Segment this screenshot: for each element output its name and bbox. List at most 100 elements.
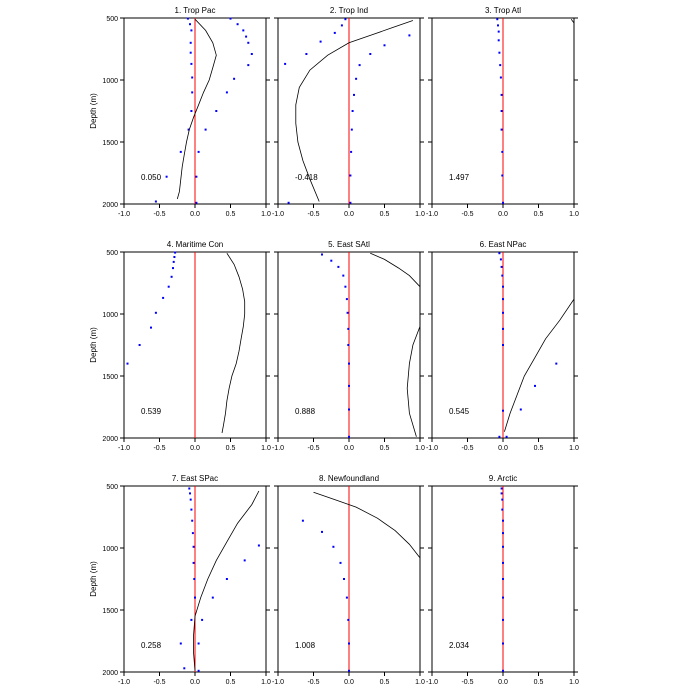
- y-tick-label: 1000: [102, 78, 118, 85]
- correlation-value: 1.008: [295, 641, 316, 650]
- x-tick-label: 0.5: [226, 211, 236, 218]
- correlation-value: 0.888: [295, 407, 316, 416]
- profile-line: [504, 298, 575, 432]
- data-point: [190, 618, 193, 621]
- data-point: [344, 285, 347, 288]
- x-tick-label: 0.0: [190, 211, 200, 218]
- data-point: [138, 344, 141, 346]
- correlation-value: 2.034: [449, 641, 470, 650]
- data-point: [189, 498, 192, 501]
- y-tick-label: 2000: [102, 436, 118, 443]
- panel-1: 1. Trop Pac -1.0 -0.5 0.0 0.5 1.0 500 1000 1500 2…: [89, 6, 271, 218]
- y-axis-label: Depth (m): [89, 93, 98, 129]
- data-point: [321, 253, 323, 256]
- data-point: [170, 275, 173, 278]
- data-point: [197, 669, 200, 672]
- data-point: [502, 344, 504, 346]
- x-tick-label: -1.0: [118, 211, 130, 218]
- y-tick-label: 1500: [102, 140, 118, 147]
- data-point: [201, 618, 204, 621]
- y-tick-label: 1500: [102, 374, 118, 381]
- x-tick-label: 1.0: [415, 211, 425, 218]
- panel-title: 1. Trop Pac: [175, 6, 216, 15]
- data-point: [502, 596, 504, 599]
- data-point: [189, 23, 191, 26]
- correlation-value: 0.050: [141, 173, 162, 182]
- x-tick-label: 1.0: [261, 445, 271, 452]
- data-point: [250, 53, 253, 55]
- y-axis-label: Depth (m): [89, 327, 98, 363]
- x-tick-label: 0.0: [344, 679, 354, 686]
- profile-line: [193, 490, 260, 671]
- data-point: [497, 39, 500, 42]
- data-point: [369, 53, 372, 55]
- profile-line: [176, 18, 217, 200]
- data-point: [347, 618, 350, 621]
- x-tick-label: 1.0: [569, 211, 579, 218]
- panel-title: 8. Newfoundland: [319, 474, 379, 483]
- data-point: [343, 578, 345, 580]
- data-point: [345, 596, 348, 599]
- data-point: [500, 265, 503, 268]
- data-point: [337, 265, 340, 268]
- y-tick-label: 2000: [102, 670, 118, 677]
- data-point: [211, 596, 214, 599]
- data-point: [349, 174, 352, 177]
- data-point: [500, 93, 503, 96]
- x-tick-label: 0.0: [498, 211, 508, 218]
- data-point: [187, 128, 190, 131]
- data-point: [225, 578, 228, 580]
- data-point: [197, 150, 200, 153]
- data-point: [150, 326, 152, 329]
- data-point: [499, 258, 502, 261]
- data-point: [195, 201, 198, 204]
- x-tick-label: 1.0: [415, 679, 425, 686]
- x-tick-label: -0.5: [461, 445, 473, 452]
- data-point: [174, 251, 177, 254]
- data-point: [233, 77, 236, 80]
- data-point: [500, 128, 503, 131]
- data-point: [348, 435, 350, 438]
- data-point: [346, 311, 349, 314]
- data-point: [501, 508, 504, 511]
- y-tick-label: 1500: [102, 608, 118, 615]
- data-point: [194, 596, 196, 599]
- data-point: [183, 667, 186, 670]
- data-point: [353, 93, 355, 96]
- x-tick-label: 0.0: [190, 445, 200, 452]
- x-tick-label: 0.0: [344, 211, 354, 218]
- data-point: [165, 175, 168, 178]
- data-point: [162, 296, 165, 299]
- panel-3: 3. Trop Atl -1.0 -0.5 0.0 0.5 1.0 1.497: [426, 6, 579, 218]
- x-tick-label: 0.5: [226, 445, 236, 452]
- data-point: [348, 384, 350, 387]
- profile-line: [221, 252, 246, 434]
- x-tick-label: 0.5: [534, 211, 544, 218]
- data-point: [243, 559, 246, 562]
- data-point: [301, 519, 304, 522]
- data-point: [502, 578, 504, 580]
- panel-title: 3. Trop Atl: [485, 6, 521, 15]
- data-point: [172, 260, 175, 263]
- profile-line: [313, 491, 421, 559]
- y-tick-label: 1000: [102, 312, 118, 319]
- data-point: [190, 508, 193, 511]
- data-point: [154, 200, 157, 203]
- data-point: [500, 492, 503, 495]
- x-tick-label: 0.5: [380, 445, 390, 452]
- data-point: [215, 110, 218, 112]
- data-point: [321, 530, 323, 533]
- data-point: [351, 110, 354, 112]
- x-tick-label: 1.0: [261, 679, 271, 686]
- correlation-value: 0.545: [449, 407, 470, 416]
- data-point: [350, 150, 353, 153]
- data-point: [189, 51, 192, 54]
- data-point: [347, 327, 350, 330]
- data-point: [502, 642, 504, 645]
- data-point: [502, 519, 504, 522]
- x-tick-label: -0.5: [307, 445, 319, 452]
- data-point: [257, 544, 260, 547]
- x-tick-label: 1.0: [569, 445, 579, 452]
- x-tick-label: 0.5: [380, 679, 390, 686]
- data-point: [192, 561, 195, 564]
